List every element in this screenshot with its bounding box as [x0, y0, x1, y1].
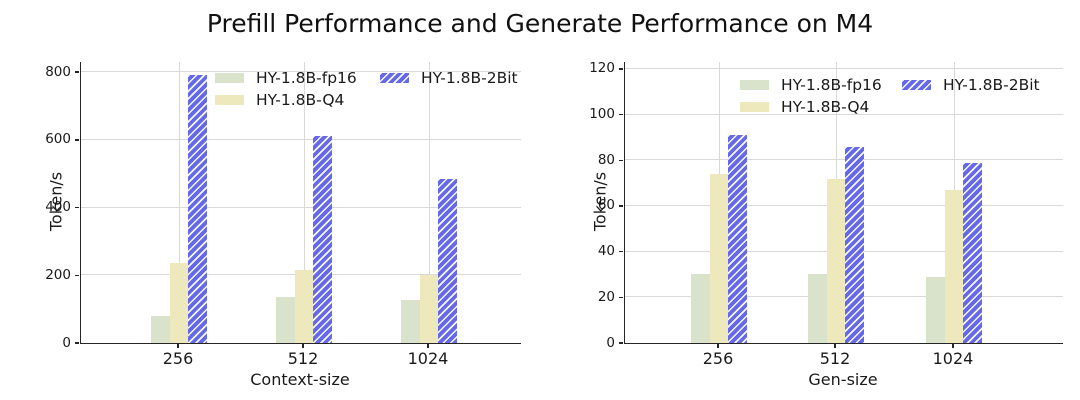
y-tick-label: 40 [597, 243, 615, 260]
v-gridline [303, 62, 305, 343]
generate-xaxis-label: Gen-size [808, 370, 878, 389]
x-tick-label: 256 [702, 349, 734, 368]
bar-HY-1.8B-Q4-1024 [944, 189, 964, 343]
bar-HY-1.8B-2Bit-1024 [438, 179, 457, 343]
y-tick-label: 800 [45, 63, 71, 80]
x-tick-mark [952, 344, 954, 348]
v-gridline [178, 62, 180, 343]
y-tick-label: 600 [45, 131, 71, 148]
y-tick-label: 100 [589, 106, 615, 123]
x-tick-mark [834, 344, 836, 348]
x-tick-label: 256 [162, 349, 194, 368]
x-tick-label: 1024 [932, 349, 974, 368]
y-tick-label: 400 [45, 199, 71, 216]
legend-item-HY-1.8B-2Bit: HY-1.8B-2Bit [380, 70, 518, 86]
legend-swatch-HY-1.8B-2Bit [902, 80, 931, 90]
y-tick-mark [619, 159, 623, 161]
bar-HY-1.8B-Q4-512 [294, 270, 314, 343]
y-tick-mark [619, 68, 623, 70]
bar-HY-1.8B-Q4-1024 [419, 275, 439, 343]
h-gridline [625, 159, 1063, 161]
bar-HY-1.8B-fp16-256 [151, 315, 170, 343]
legend-swatch-HY-1.8B-fp16 [740, 80, 769, 90]
y-tick-mark [75, 342, 79, 344]
y-tick-label: 200 [45, 266, 71, 283]
y-tick-label: 0 [62, 334, 71, 351]
bar-HY-1.8B-2Bit-1024 [963, 162, 982, 343]
bar-HY-1.8B-fp16-512 [276, 297, 295, 343]
y-tick-mark [75, 71, 79, 73]
y-tick-label: 120 [589, 60, 615, 77]
x-tick-label: 512 [819, 349, 851, 368]
bar-HY-1.8B-Q4-512 [826, 178, 846, 343]
x-tick-mark [302, 344, 304, 348]
legend-label-HY-1.8B-2Bit: HY-1.8B-2Bit [421, 69, 518, 87]
legend-swatch-HY-1.8B-fp16 [215, 73, 244, 83]
y-tick-mark [619, 342, 623, 344]
x-tick-label: 512 [287, 349, 319, 368]
x-tick-mark [177, 344, 179, 348]
legend-label-HY-1.8B-Q4: HY-1.8B-Q4 [781, 98, 870, 116]
legend-swatch-HY-1.8B-2Bit [380, 73, 409, 83]
legend-item-HY-1.8B-2Bit: HY-1.8B-2Bit [902, 77, 1040, 93]
legend-item-HY-1.8B-Q4: HY-1.8B-Q4 [215, 92, 344, 108]
h-gridline [625, 67, 1063, 69]
h-gridline [625, 113, 1063, 115]
prefill-plot-area [80, 62, 521, 344]
y-tick-mark [619, 296, 623, 298]
bar-HY-1.8B-fp16-256 [691, 274, 710, 343]
legend-label-HY-1.8B-fp16: HY-1.8B-fp16 [256, 69, 357, 87]
y-tick-mark [619, 113, 623, 116]
v-gridline [428, 62, 430, 343]
prefill-xaxis-label: Context-size [250, 370, 350, 389]
prefill-yaxis-label: Token/s [46, 171, 66, 231]
bar-HY-1.8B-fp16-1024 [401, 299, 420, 343]
x-tick-label: 1024 [407, 349, 449, 368]
legend-item-HY-1.8B-Q4: HY-1.8B-Q4 [740, 99, 869, 115]
y-tick-label: 80 [597, 151, 615, 168]
legend-label-HY-1.8B-2Bit: HY-1.8B-2Bit [943, 76, 1040, 94]
y-tick-mark [619, 250, 623, 253]
bar-HY-1.8B-2Bit-256 [728, 135, 747, 343]
generate-plot-area [624, 62, 1063, 344]
bar-HY-1.8B-2Bit-512 [845, 146, 864, 343]
x-tick-mark [427, 344, 429, 348]
y-tick-label: 0 [606, 334, 615, 351]
y-tick-mark [75, 139, 79, 141]
h-gridline [81, 71, 521, 73]
bar-HY-1.8B-fp16-512 [808, 274, 827, 343]
bar-HY-1.8B-Q4-256 [169, 263, 189, 343]
bar-HY-1.8B-2Bit-256 [188, 74, 207, 343]
figure-title: Prefill Performance and Generate Perform… [206, 9, 874, 38]
legend-swatch-HY-1.8B-Q4 [740, 102, 769, 112]
bar-HY-1.8B-2Bit-512 [313, 136, 332, 343]
h-gridline [81, 206, 521, 208]
h-gridline [81, 138, 521, 140]
y-tick-label: 20 [597, 288, 615, 305]
y-tick-mark [75, 274, 79, 276]
legend-swatch-HY-1.8B-Q4 [215, 95, 244, 105]
legend-item-HY-1.8B-fp16: HY-1.8B-fp16 [215, 70, 357, 86]
bar-HY-1.8B-Q4-256 [709, 173, 729, 343]
y-tick-mark [75, 206, 79, 209]
x-tick-mark [717, 344, 719, 348]
legend-item-HY-1.8B-fp16: HY-1.8B-fp16 [740, 77, 882, 93]
legend-label-HY-1.8B-Q4: HY-1.8B-Q4 [256, 91, 345, 109]
legend-label-HY-1.8B-fp16: HY-1.8B-fp16 [781, 76, 882, 94]
y-tick-label: 60 [597, 197, 615, 214]
y-tick-mark [619, 205, 623, 207]
generate-yaxis-label: Token/s [590, 171, 610, 231]
bar-HY-1.8B-fp16-1024 [926, 276, 945, 343]
